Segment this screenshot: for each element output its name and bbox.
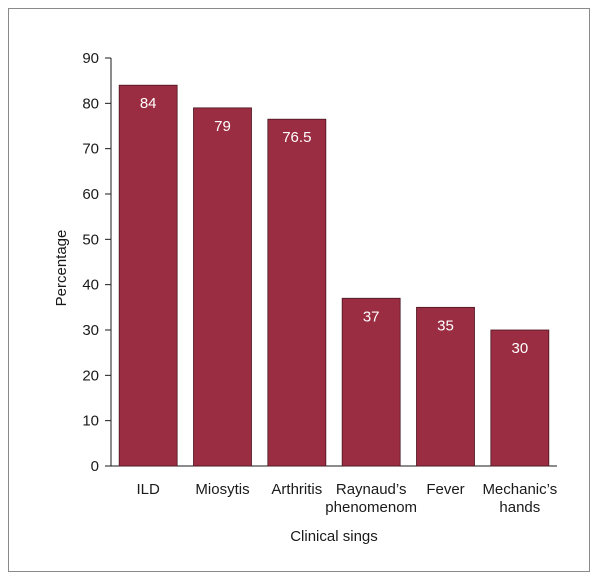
y-tick-label: 10 [82,413,99,430]
y-tick-label: 90 [82,50,99,67]
x-tick-label: Miosytis [195,481,249,498]
data-labels: 84 79 76.5 37 35 30 [140,95,528,357]
x-tick-label-line: Raynaud’s [336,481,407,498]
y-tick-label: 0 [91,458,99,475]
data-label: 84 [140,95,157,112]
x-tick-label: Fever [426,481,464,498]
data-label: 79 [214,118,231,135]
x-tick-label-line: Arthritis [271,481,322,498]
x-tick-label-line: Mechanic’s [482,481,557,498]
x-tick-label: Arthritis [271,481,322,498]
y-tick-label: 70 [82,141,99,158]
x-tick-label: ILD [136,481,160,498]
bar [490,329,550,467]
x-tick-label: Mechanic’s hands [482,481,557,516]
data-label: 37 [363,308,380,325]
data-label: 35 [437,317,454,334]
data-label: 76.5 [282,129,311,146]
y-tick-label: 60 [82,186,99,203]
bar [267,118,327,467]
bar [416,306,475,467]
x-axis-title: Clinical sings [290,528,378,545]
y-tick-label: 20 [82,367,99,384]
x-tick-label-line: hands [499,499,540,516]
y-tick-label: 30 [82,322,99,339]
x-tick-label-line: Miosytis [195,481,249,498]
y-axis-title: Percentage [53,230,70,307]
y-tick-label: 40 [82,277,99,294]
x-tick-label-line: ILD [136,481,160,498]
x-axis: ILD Miosytis Arthritis Raynaud’s phenomenomF… [111,465,557,516]
bar [193,107,252,467]
x-tick-label-line: phenomenom [325,499,417,516]
data-label: 30 [511,340,528,357]
y-tick-label: 80 [82,95,99,112]
bars [118,84,550,467]
y-axis: 0 10 20 30 40 50 60 70 80 90 [82,50,112,475]
x-tick-label-line: Fever [426,481,464,498]
y-tick-label: 50 [82,231,99,248]
x-tick-label: Raynaud’s phenomenom [325,481,417,516]
bar [118,84,178,467]
bar [341,297,401,467]
